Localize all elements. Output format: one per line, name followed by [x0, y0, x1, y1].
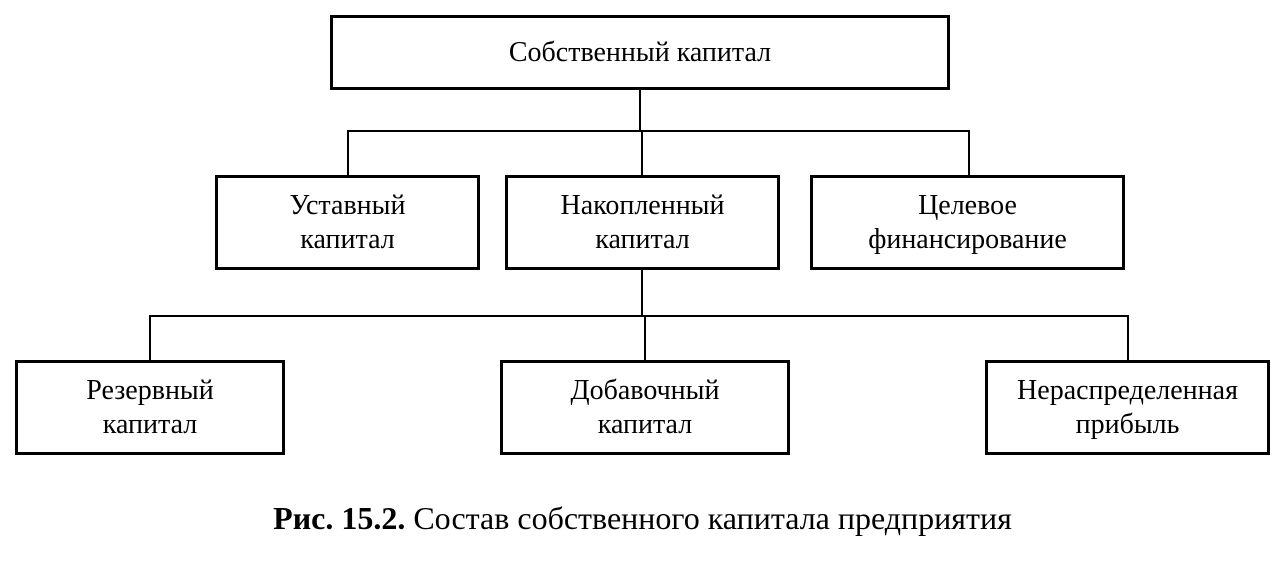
- node-l2-2: Накопленныйкапитал: [505, 175, 780, 270]
- node-l3-1-label: Резервныйкапитал: [86, 374, 213, 441]
- node-l3-3: Нераспределеннаяприбыль: [985, 360, 1270, 455]
- caption-text: Состав собственного капитала предприятия: [405, 500, 1012, 536]
- connector-to-l3-2: [644, 315, 646, 360]
- node-l3-3-label: Нераспределеннаяприбыль: [1017, 374, 1238, 441]
- node-l3-2: Добавочныйкапитал: [500, 360, 790, 455]
- node-l3-1: Резервныйкапитал: [15, 360, 285, 455]
- connector-l2-2-stem: [641, 270, 643, 315]
- caption-prefix: Рис. 15.2.: [273, 500, 405, 536]
- connector-to-l3-1: [149, 315, 151, 360]
- connector-to-l2-1: [347, 130, 349, 175]
- connector-root-stem: [639, 90, 641, 130]
- node-l3-2-label: Добавочныйкапитал: [571, 374, 720, 441]
- node-root-label: Собственный капитал: [509, 36, 771, 70]
- node-l2-3: Целевоефинансирование: [810, 175, 1125, 270]
- node-l2-2-label: Накопленныйкапитал: [561, 189, 725, 256]
- connector-level2-bus: [149, 315, 1129, 317]
- connector-to-l2-3: [968, 130, 970, 175]
- node-l2-1-label: Уставныйкапитал: [290, 189, 406, 256]
- connector-level1-bus: [347, 130, 970, 132]
- connector-to-l3-3: [1127, 315, 1129, 360]
- connector-to-l2-2: [641, 130, 643, 175]
- figure-caption: Рис. 15.2. Состав собственного капитала …: [0, 500, 1285, 537]
- node-l2-3-label: Целевоефинансирование: [868, 189, 1067, 256]
- node-l2-1: Уставныйкапитал: [215, 175, 480, 270]
- node-root: Собственный капитал: [330, 15, 950, 90]
